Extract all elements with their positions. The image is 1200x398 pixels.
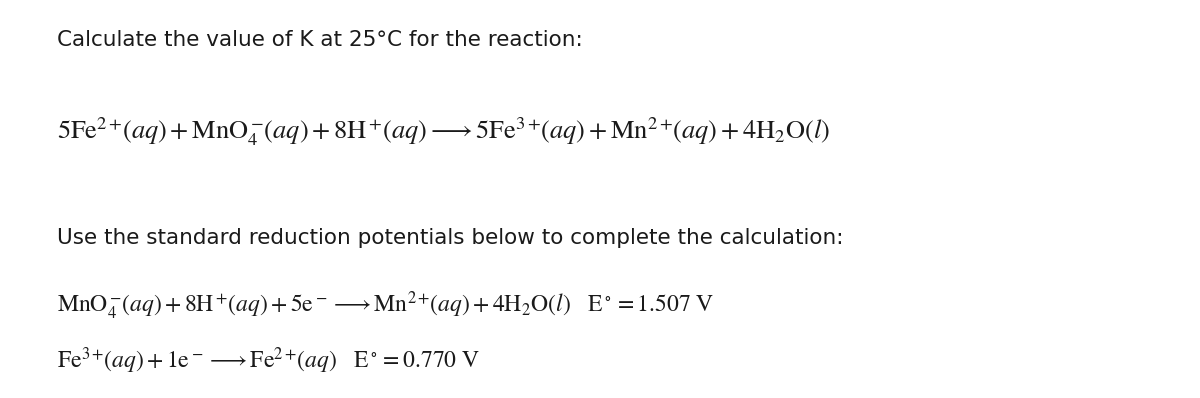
- Text: $\mathrm{Fe}^{3+}\!(aq) + \mathrm{1e}^- \longrightarrow \mathrm{Fe}^{2+}\!(aq) \: $\mathrm{Fe}^{3+}\!(aq) + \mathrm{1e}^- …: [58, 345, 480, 376]
- Text: Calculate the value of K at 25°C for the reaction:: Calculate the value of K at 25°C for the…: [58, 30, 583, 50]
- Text: $\mathit{5}\mathrm{Fe}^{2+}\!(aq) + \mathrm{MnO}_4^-\!(aq) + \mathrm{8H}^+\!(aq): $\mathit{5}\mathrm{Fe}^{2+}\!(aq) + \mat…: [58, 115, 830, 148]
- Text: Use the standard reduction potentials below to complete the calculation:: Use the standard reduction potentials be…: [58, 228, 844, 248]
- Text: $\mathrm{MnO}_4^-\!(aq) + \mathrm{8H}^+\!(aq) + \mathrm{5e}^- \longrightarrow \m: $\mathrm{MnO}_4^-\!(aq) + \mathrm{8H}^+\…: [58, 290, 714, 322]
